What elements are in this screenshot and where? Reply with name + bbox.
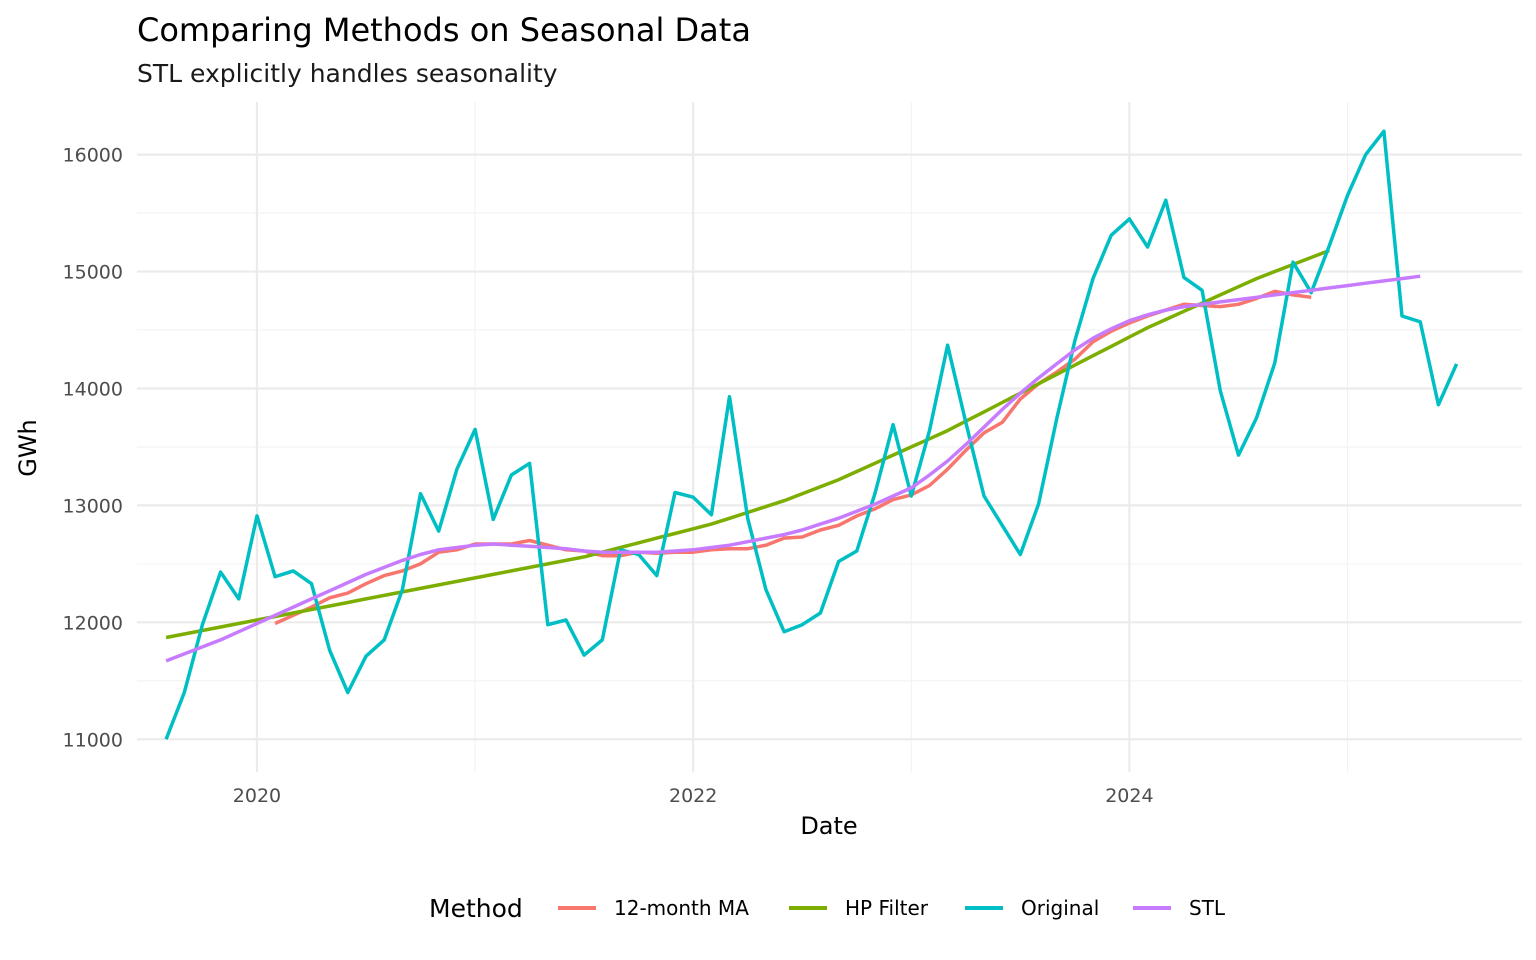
legend: Method 12-month MA HP Filter Original STL bbox=[429, 894, 1226, 923]
y-axis-title: GWh bbox=[14, 419, 42, 477]
y-tick-label: 11000 bbox=[63, 729, 123, 751]
legend-label: Original bbox=[1021, 896, 1099, 920]
series-line-stl bbox=[165, 274, 1421, 663]
legend-label: STL bbox=[1189, 896, 1226, 920]
series-line-12-month-ma bbox=[274, 289, 1312, 626]
x-tick-label: 2022 bbox=[669, 785, 717, 807]
grid bbox=[137, 102, 1522, 772]
legend-item-original: Original bbox=[965, 896, 1099, 920]
series-layer bbox=[164, 129, 1459, 740]
legend-label: 12-month MA bbox=[614, 896, 749, 920]
x-axis-title: Date bbox=[800, 812, 857, 840]
x-axis-ticks: 2020 2022 2024 bbox=[233, 785, 1154, 807]
x-tick-label: 2024 bbox=[1105, 785, 1153, 807]
y-tick-label: 16000 bbox=[63, 145, 123, 167]
y-tick-label: 15000 bbox=[63, 262, 123, 284]
legend-item-12-month-ma: 12-month MA bbox=[558, 896, 749, 920]
chart-subtitle: STL explicitly handles seasonality bbox=[137, 59, 558, 88]
y-tick-label: 13000 bbox=[63, 495, 123, 517]
y-axis-ticks: 11000 12000 13000 14000 15000 16000 bbox=[63, 145, 123, 752]
legend-title: Method bbox=[429, 894, 523, 923]
y-tick-label: 12000 bbox=[63, 612, 123, 634]
y-tick-label: 14000 bbox=[63, 378, 123, 400]
legend-item-hp-filter: HP Filter bbox=[789, 896, 929, 920]
x-tick-label: 2020 bbox=[233, 785, 281, 807]
chart-title: Comparing Methods on Seasonal Data bbox=[137, 11, 751, 49]
legend-item-stl: STL bbox=[1133, 896, 1226, 920]
series-line-original bbox=[164, 129, 1459, 740]
series-line-hp-filter bbox=[165, 248, 1330, 640]
legend-label: HP Filter bbox=[845, 896, 929, 920]
